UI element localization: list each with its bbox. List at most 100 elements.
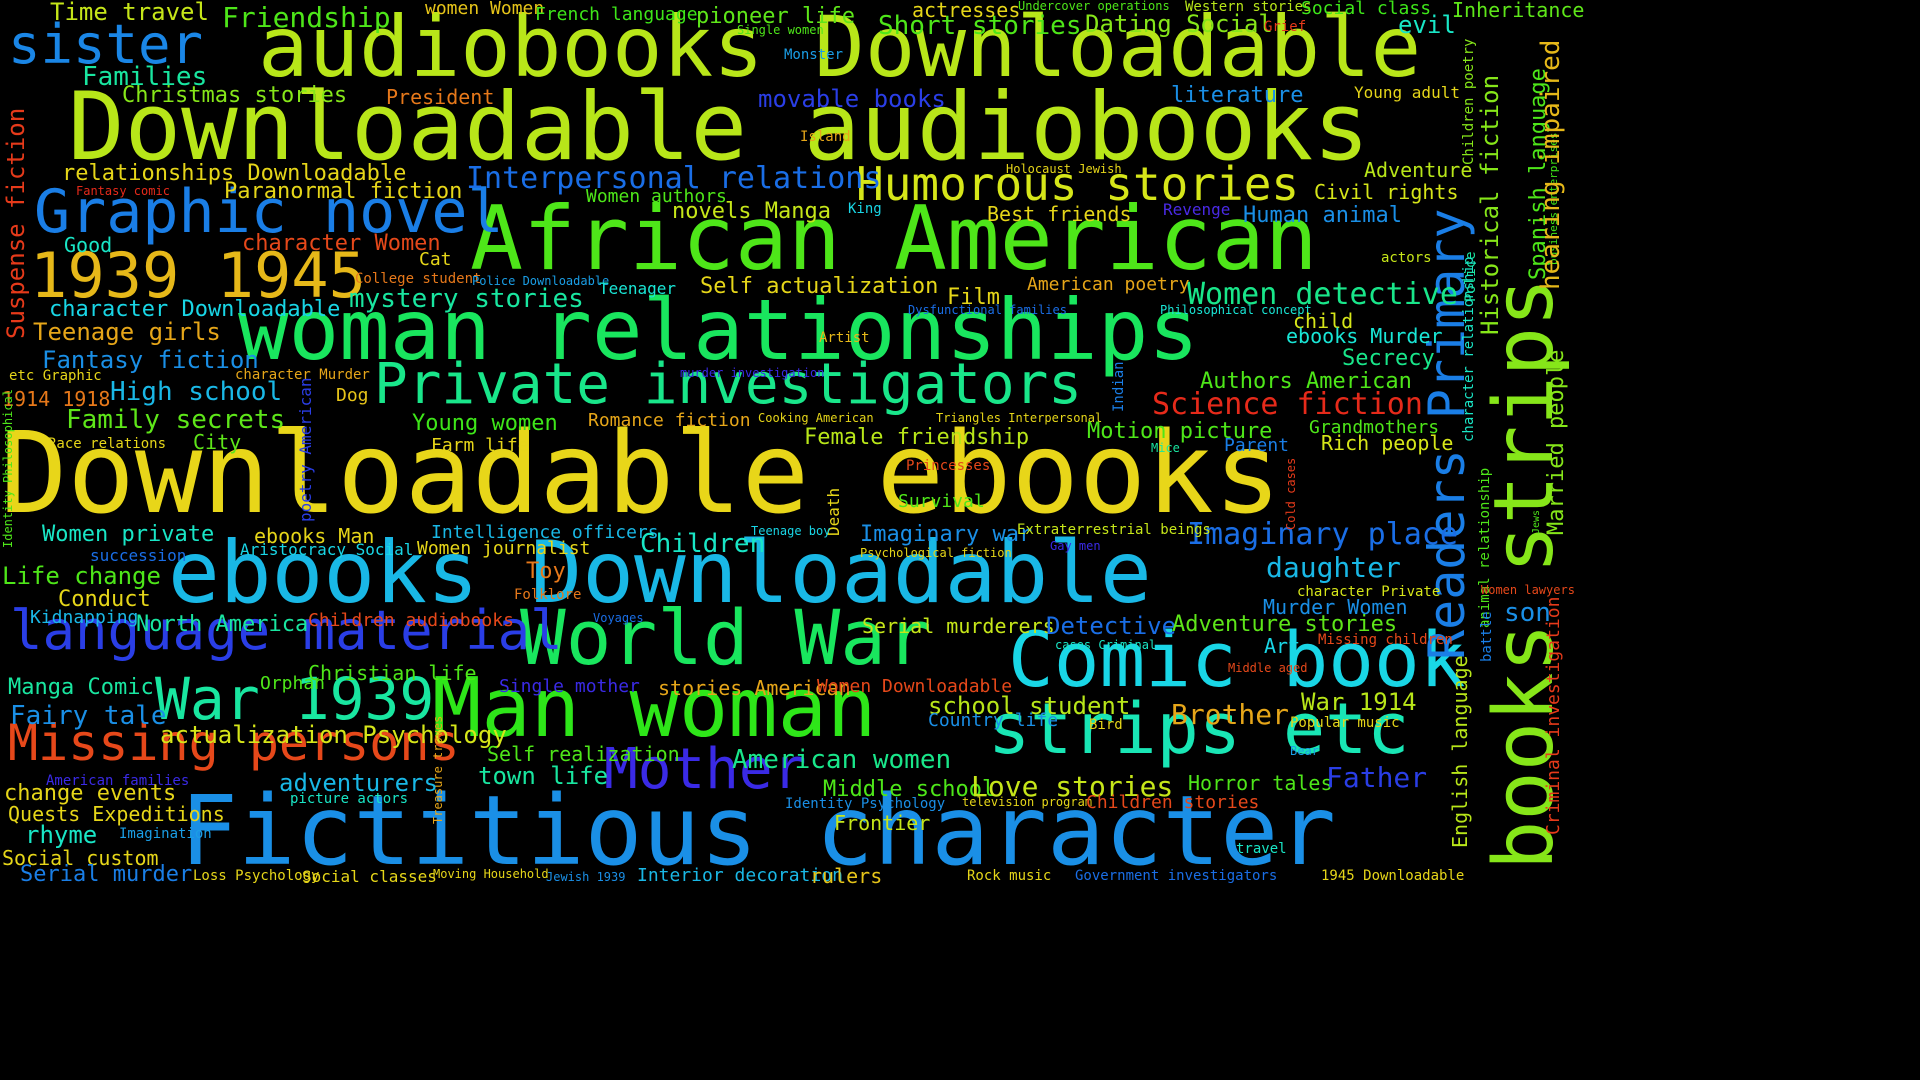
- word-inheritance: Inheritance: [1452, 0, 1585, 22]
- word-social-class: Social class: [1301, 0, 1432, 19]
- word-police-downloadable: Police Downloadable: [472, 274, 610, 288]
- word-missing-persons: Missing persons: [8, 714, 460, 772]
- word-stories-american: stories American: [658, 676, 851, 700]
- word-character-relationship: character relationship: [1461, 256, 1477, 442]
- word-children: Children: [640, 529, 766, 559]
- word-american-women: American women: [732, 745, 952, 775]
- word-paranormal-fiction: Paranormal fiction: [224, 179, 463, 204]
- word-triangles-interpersonal: Triangles Interpersonal: [936, 411, 1103, 425]
- word-rhyme: rhyme: [25, 821, 98, 849]
- word-french-language: French language: [535, 4, 698, 25]
- word-sister: sister: [8, 13, 204, 76]
- word-women-women: women Women: [425, 0, 545, 19]
- word-cat: Cat: [419, 249, 452, 270]
- word-actors: actors: [1381, 250, 1432, 266]
- word-dating-social: Dating Social: [1085, 10, 1273, 38]
- word-king: King: [848, 201, 882, 217]
- word-science-fiction: Science fiction: [1152, 387, 1423, 422]
- word-island: Island: [800, 129, 851, 145]
- word-rock-music: Rock music: [967, 868, 1052, 884]
- word-murder-women: Murder Women: [1263, 595, 1408, 619]
- word-mystery-stories: mystery stories: [349, 284, 584, 314]
- word-monster: Monster: [784, 47, 844, 63]
- word-criminal-investigation: Criminal investigation: [1543, 596, 1564, 835]
- word-president: President: [386, 85, 495, 109]
- word-parent: Parent: [1224, 435, 1290, 456]
- word-race-relations: Race relations: [48, 436, 167, 452]
- word-western-stories: Western stories: [1185, 0, 1312, 15]
- word-brother: Brother: [1171, 698, 1290, 731]
- word-graphic-novel: Graphic novel: [34, 177, 504, 247]
- word-dysfunctional-families: Dysfunctional families: [908, 303, 1067, 317]
- word-character-private: character Private: [1297, 584, 1441, 600]
- word-adventure-stories: Adventure stories: [1172, 612, 1398, 637]
- word-government-investigators: Government investigators: [1075, 868, 1278, 884]
- word-country-life: Country life: [928, 710, 1059, 731]
- word-poetry-american: poetry American: [296, 377, 315, 523]
- word-art: Art: [1264, 634, 1301, 658]
- word-father: Father: [1326, 761, 1428, 794]
- word-rich-people: Rich people: [1321, 431, 1454, 455]
- word-english-language: English language: [1448, 655, 1472, 848]
- word-television-program: television program: [962, 795, 1093, 809]
- word-change-events: change events: [4, 781, 177, 806]
- word-teenager: Teenager: [599, 279, 677, 298]
- word-missing-children: Missing children: [1318, 632, 1453, 648]
- word-love-stories: Love stories: [971, 770, 1174, 803]
- word-school-student: school student: [928, 692, 1131, 720]
- word-kidnapping: Kidnapping: [30, 607, 139, 628]
- word-christmas-stories: Christmas stories: [122, 83, 348, 108]
- word-single-mother: Single mother: [499, 676, 640, 697]
- word-american-poetry: American poetry: [1027, 274, 1190, 295]
- word-jews: Jews: [1531, 509, 1542, 534]
- word-strips-etc: strips etc: [988, 688, 1410, 770]
- word-human-animal: Human animal: [1243, 203, 1402, 228]
- word-historical-fiction: Historical fiction: [1476, 74, 1504, 335]
- word-toy: Toy: [526, 559, 566, 584]
- word-pioneer-life: pioneer life: [696, 4, 855, 29]
- word-college-student: College student: [355, 271, 482, 287]
- word-character-murder: character Murder: [235, 367, 370, 383]
- word-middle-aged: Middle aged: [1228, 661, 1308, 675]
- word-horror-tales: Horror tales: [1188, 771, 1333, 795]
- word-world-war: World War: [520, 593, 932, 682]
- word-adventure: Adventure: [1364, 158, 1473, 182]
- word-imaginary-place: Imaginary place: [1187, 517, 1458, 552]
- word-grandmothers: Grandmothers: [1309, 417, 1440, 438]
- word-evil: evil: [1398, 11, 1456, 39]
- word-detective: Detective: [1046, 612, 1177, 640]
- word-time-travel: Time travel: [50, 0, 209, 26]
- word-married-people: Married people: [1544, 349, 1569, 535]
- word-children-poetry: Children poetry: [1461, 38, 1477, 165]
- word-civil-rights: Civil rights: [1314, 180, 1459, 204]
- word-frontier: Frontier: [834, 811, 931, 835]
- word-aristocracy-social: Aristocracy Social: [240, 540, 414, 559]
- word-teenage-girls: Teenage girls: [33, 318, 221, 346]
- word-women-journalist: Women journalist: [417, 538, 591, 559]
- word-downloadable-audiobooks: Downloadable audiobooks: [68, 73, 1370, 182]
- word-murder-investigation: murder investigation: [680, 366, 825, 380]
- word-adventurers: adventurers: [279, 769, 438, 797]
- word-friendship: Friendship: [222, 1, 391, 34]
- word-folklore: Folklore: [514, 587, 582, 603]
- word-popular-music: Popular music: [1290, 715, 1400, 731]
- word-north-america: North America: [136, 612, 309, 637]
- word-women-detective: Women detective: [1187, 277, 1458, 312]
- word-fantasy-fiction: Fantasy fiction: [42, 346, 259, 374]
- word-ebooks-man: ebooks Man: [254, 524, 375, 548]
- word-man-woman: Man woman: [432, 661, 877, 756]
- word-ebooks-murder: ebooks Murder: [1286, 324, 1443, 348]
- word-language-material: language material: [10, 599, 563, 662]
- word-philosophical-concept: Philosophical concept: [1160, 303, 1312, 317]
- word-mice: Mice: [1151, 441, 1180, 455]
- word-bear: Bear: [1290, 744, 1319, 758]
- word-social-custom: Social custom: [2, 846, 159, 870]
- word-literature: literature: [1171, 83, 1304, 108]
- word-single-women: Single women: [737, 23, 824, 37]
- word-city: City: [193, 430, 242, 454]
- word-actualization-psychology: actualization Psychology: [160, 721, 507, 749]
- word-cases-criminal: cases Criminal: [1055, 638, 1157, 652]
- word-teenage-boy: Teenage boy: [751, 524, 831, 538]
- word-cooking-american: Cooking American: [758, 411, 874, 425]
